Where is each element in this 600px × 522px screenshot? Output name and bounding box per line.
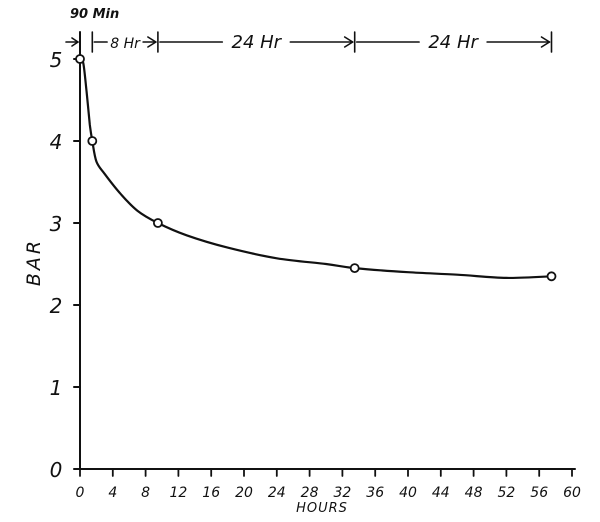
x-tick-label: 16: [202, 485, 220, 501]
x-tick-label: 56: [530, 485, 548, 501]
interval-label: 24 Hr: [428, 32, 479, 53]
arrow-head: [147, 36, 157, 48]
x-tick-label: 20: [235, 485, 253, 501]
arrow-head: [71, 37, 79, 47]
x-axis-label: HOURS: [296, 501, 348, 516]
x-tick-label: 28: [301, 485, 319, 501]
x-tick-label: 24: [268, 485, 286, 501]
x-tick-label: 44: [432, 485, 450, 501]
data-point: [152, 218, 163, 228]
y-tick-label: 4: [50, 130, 63, 154]
data-point: [349, 263, 360, 274]
y-tick-label: 1: [50, 376, 63, 400]
x-tick-label: 40: [399, 485, 417, 501]
x-tick-label: 32: [333, 485, 351, 501]
annotation-90-min: 90 Min: [70, 7, 119, 22]
interval-label: 24 Hr: [232, 32, 283, 53]
x-tick-label: 60: [563, 485, 581, 501]
x-tick-label: 4: [108, 485, 117, 501]
interval-label: 8 Hr: [110, 36, 141, 52]
x-tick-label: 0: [76, 485, 85, 501]
arrow-head: [540, 36, 551, 48]
pressure-curve: [78, 57, 553, 280]
y-axis-label: BAR: [23, 238, 45, 286]
x-tick-label: 52: [497, 485, 515, 501]
x-tick-label: 8: [141, 485, 150, 501]
data-point: [546, 271, 557, 282]
y-tick-label: 2: [50, 294, 63, 318]
data-point: [75, 54, 85, 64]
y-tick-label: 3: [50, 212, 63, 236]
y-tick-label: 5: [50, 48, 63, 72]
arrow-head: [343, 36, 354, 48]
x-tick-label: 12: [169, 485, 187, 501]
x-tick-label: 36: [366, 485, 384, 501]
data-point: [87, 136, 98, 146]
x-tick-label: 48: [465, 485, 483, 501]
y-tick-label: 0: [50, 458, 63, 482]
